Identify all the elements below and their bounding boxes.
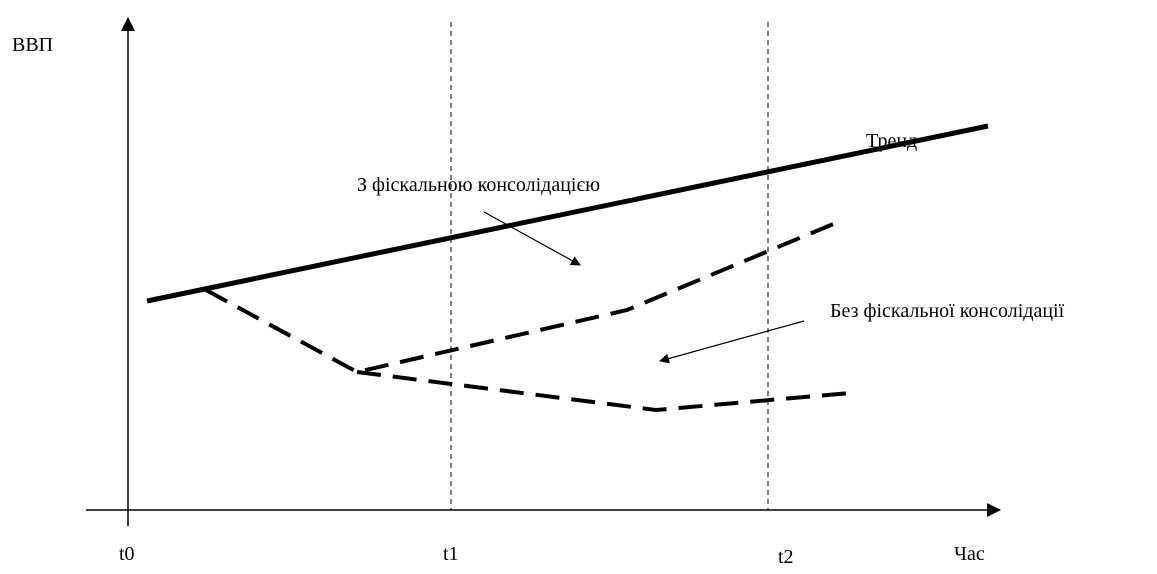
with-consolidation-path bbox=[205, 220, 839, 375]
trend-label: Тренд bbox=[866, 130, 917, 152]
without-consolidation-label: Без фіскальної консолідації bbox=[830, 300, 1065, 322]
t1-label: t1 bbox=[443, 543, 459, 565]
t2-label: t2 bbox=[778, 546, 794, 568]
without-consolidation-pointer-arrow bbox=[659, 320, 805, 364]
without-consolidation-path bbox=[356, 370, 851, 413]
t0-label: t0 bbox=[119, 543, 135, 565]
with-consolidation-pointer-arrow bbox=[483, 211, 581, 266]
with-consolidation-label: З фіскальною консолідацією bbox=[357, 174, 600, 196]
y-axis-label: ВВП bbox=[12, 34, 53, 56]
x-axis-label: Час bbox=[954, 543, 985, 565]
trend-line bbox=[146, 123, 989, 304]
